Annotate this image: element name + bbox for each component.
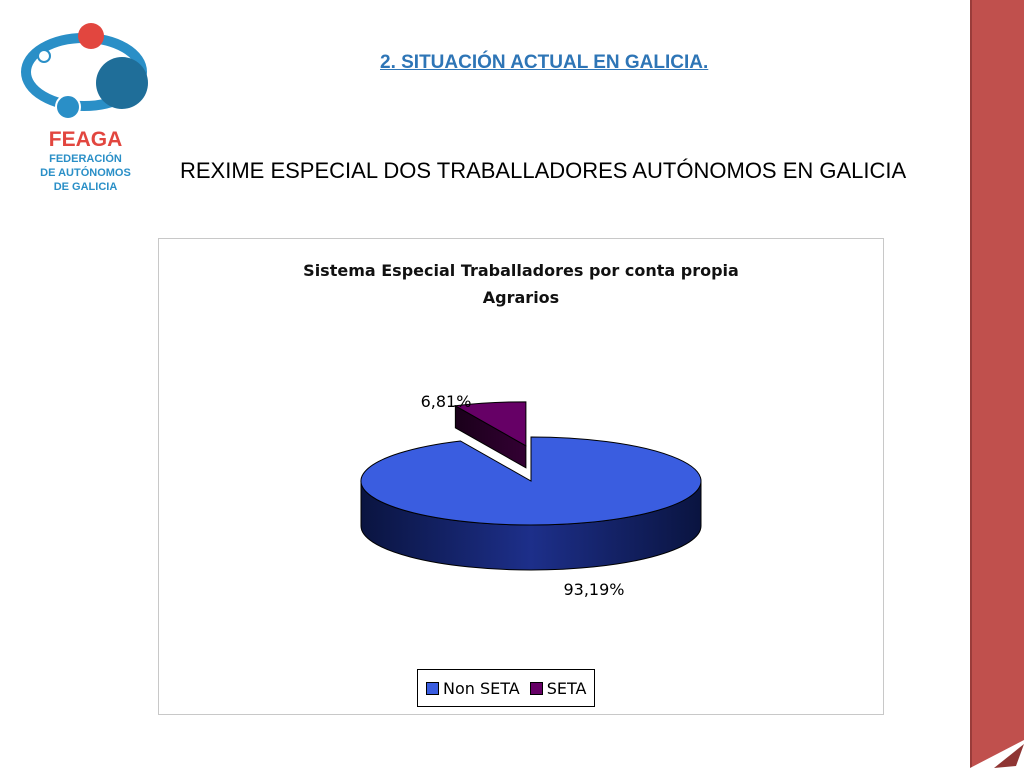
legend-item-non-seta: Non SETA bbox=[426, 679, 520, 698]
slice-label-seta: 6,81% bbox=[421, 392, 472, 411]
page-curl-icon bbox=[970, 740, 1024, 768]
feaga-logo bbox=[21, 23, 148, 120]
pie-slice-seta bbox=[453, 401, 527, 447]
slide-subtitle: REXIME ESPECIAL DOS TRABALLADORES AUTÓNO… bbox=[180, 158, 907, 183]
logo-line-2: DE AUTÓNOMOS bbox=[40, 167, 131, 179]
legend-item-seta: SETA bbox=[529, 678, 587, 698]
pie-chart: 93,19% 6,81% bbox=[360, 392, 702, 599]
pie-slice-non-seta bbox=[360, 436, 702, 526]
section-title[interactable]: 2. SITUACIÓN ACTUAL EN GALICIA. bbox=[380, 52, 709, 73]
logo-line-1: FEDERACIÓN bbox=[49, 153, 122, 165]
slice-label-non-seta: 93,19% bbox=[563, 580, 624, 599]
legend-label-seta: SETA bbox=[546, 678, 587, 698]
legend-swatch-seta bbox=[529, 681, 543, 695]
logo-line-3: DE GALICIA bbox=[53, 181, 118, 193]
legend-swatch-non-seta bbox=[426, 681, 439, 695]
logo-brand: FEAGA bbox=[48, 128, 123, 151]
side-panel bbox=[970, 0, 1024, 768]
chart-title-line-2: Agrarios bbox=[482, 288, 560, 307]
legend-label-non-seta: Non SETA bbox=[443, 678, 520, 698]
chart-frame: Sistema Especial Traballadores por conta… bbox=[158, 238, 884, 715]
chart-title: Sistema Especial Traballadores por conta… bbox=[159, 257, 883, 311]
logo-text: FEAGA FEDERACIÓN DE AUTÓNOMOS DE GALICIA bbox=[18, 128, 153, 194]
chart-legend: Non SETA SETA bbox=[417, 669, 596, 707]
chart-title-line-1: Sistema Especial Traballadores por conta… bbox=[303, 261, 739, 280]
